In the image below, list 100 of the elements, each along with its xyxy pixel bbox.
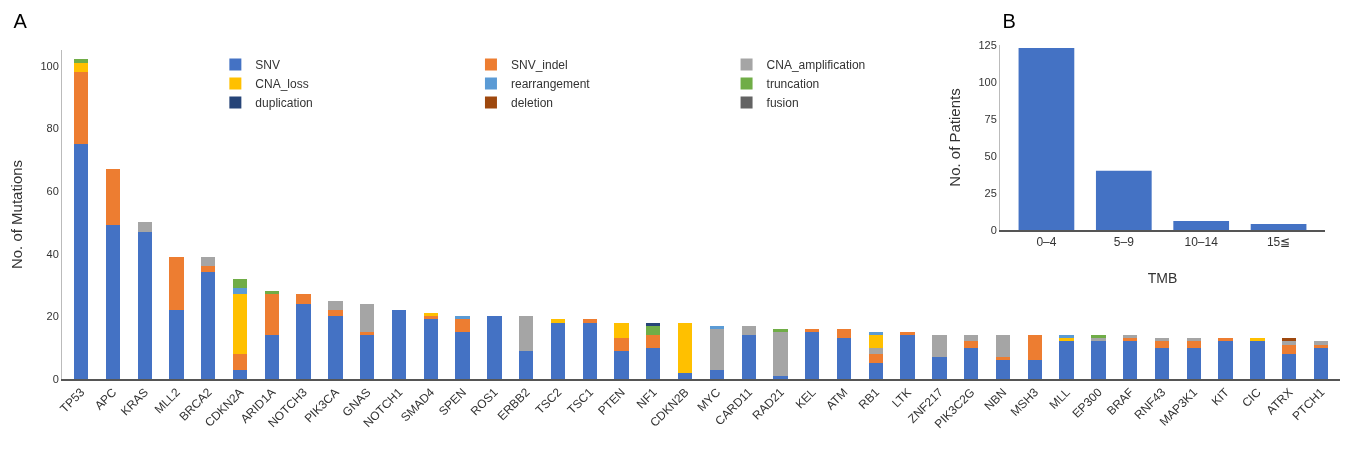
- legend-label: truncation: [766, 77, 820, 92]
- bar: [137, 222, 152, 232]
- legend-label: SNV_indel: [510, 58, 568, 73]
- bar: [868, 363, 883, 379]
- legend-label: deletion: [510, 96, 554, 111]
- bar: [709, 325, 725, 329]
- chart-title: A: [13, 9, 28, 32]
- bar: [582, 322, 597, 379]
- bar: [1154, 347, 1170, 379]
- legend-label: fusion: [766, 96, 799, 111]
- bar: [677, 322, 693, 373]
- bar: [137, 231, 152, 379]
- bar: [741, 335, 756, 379]
- bar: [868, 332, 883, 336]
- y-tick-label: 25: [984, 186, 997, 199]
- x-tick-label: 5–9: [1113, 234, 1135, 249]
- bar: [900, 332, 915, 336]
- bar: [677, 372, 693, 379]
- legend-label: CNA_amplification: [766, 58, 866, 73]
- bar: [360, 335, 375, 379]
- bar: [423, 319, 438, 379]
- bar: [964, 341, 979, 348]
- bar: [1091, 341, 1106, 379]
- bar: [455, 319, 470, 332]
- legend-label: CNA_loss: [255, 77, 309, 92]
- bar: [741, 325, 756, 336]
- bar: [995, 357, 1011, 361]
- bar: [264, 294, 279, 336]
- bar: [964, 347, 979, 379]
- legend-label: rearrangement: [510, 77, 591, 92]
- bar: [550, 319, 566, 323]
- bar: [1095, 170, 1152, 230]
- bar: [360, 332, 375, 336]
- y-tick-label: 50: [984, 149, 997, 162]
- bar: [264, 291, 279, 295]
- bar: [773, 375, 788, 379]
- bar: [328, 316, 343, 379]
- bar: [1281, 344, 1297, 354]
- y-tick-label: 125: [978, 38, 997, 51]
- bar: [296, 303, 311, 379]
- bar: [264, 335, 279, 379]
- bar: [360, 303, 375, 332]
- chart-title: B: [1002, 9, 1016, 32]
- bar: [201, 272, 216, 379]
- y-tick-label: 100: [978, 75, 997, 88]
- bar: [932, 335, 947, 358]
- bar: [455, 316, 470, 320]
- bar: [1059, 341, 1074, 379]
- bar: [328, 300, 343, 311]
- bar: [805, 328, 820, 332]
- bar: [1313, 347, 1329, 379]
- y-tick-label: 0: [990, 223, 997, 236]
- bar: [1250, 341, 1265, 379]
- bar: [201, 256, 216, 267]
- bar: [201, 266, 216, 273]
- bar: [1018, 47, 1075, 230]
- x-tick-label: RB1: [855, 385, 883, 412]
- bar: [519, 316, 534, 351]
- bar: [105, 225, 121, 379]
- y-axis-title: No. of Patients: [946, 88, 963, 187]
- bar: [964, 335, 979, 342]
- bar: [1186, 341, 1201, 348]
- bar: [1173, 221, 1230, 230]
- y-tick-label: 75: [984, 112, 997, 125]
- x-tick-label: 15≦: [1266, 234, 1291, 249]
- bar: [1027, 335, 1042, 361]
- bar: [1186, 338, 1201, 342]
- legend-label: SNV: [255, 58, 281, 73]
- x-axis-title: TMB: [1147, 269, 1178, 286]
- bar: [836, 328, 852, 339]
- bar: [773, 328, 788, 332]
- bar: [995, 335, 1011, 358]
- x-tick-label: CIC: [1239, 385, 1264, 410]
- bar: [1154, 338, 1170, 342]
- bar: [73, 71, 89, 144]
- bar: [1250, 338, 1265, 342]
- bar: [646, 325, 661, 336]
- bar: [232, 353, 248, 370]
- y-tick-label: 100: [40, 59, 59, 72]
- bar: [614, 338, 629, 351]
- x-tick-label: KEL: [792, 385, 819, 412]
- bar: [1218, 338, 1233, 342]
- bar: [391, 310, 407, 379]
- bar: [646, 347, 661, 379]
- bar: [995, 360, 1011, 379]
- bar: [73, 144, 89, 379]
- x-tick-label: 0–4: [1036, 234, 1057, 249]
- bar: [932, 357, 947, 379]
- bar: [455, 332, 470, 379]
- bar: [169, 310, 184, 379]
- bar: [614, 322, 629, 339]
- x-tick-label: 10–14: [1184, 234, 1219, 249]
- bar: [709, 369, 725, 379]
- bar: [169, 256, 184, 311]
- bar: [646, 335, 661, 348]
- bar: [1281, 353, 1297, 379]
- bar: [328, 310, 343, 317]
- legend-label: duplication: [255, 96, 313, 111]
- bar: [1250, 224, 1307, 230]
- bar: [836, 338, 852, 379]
